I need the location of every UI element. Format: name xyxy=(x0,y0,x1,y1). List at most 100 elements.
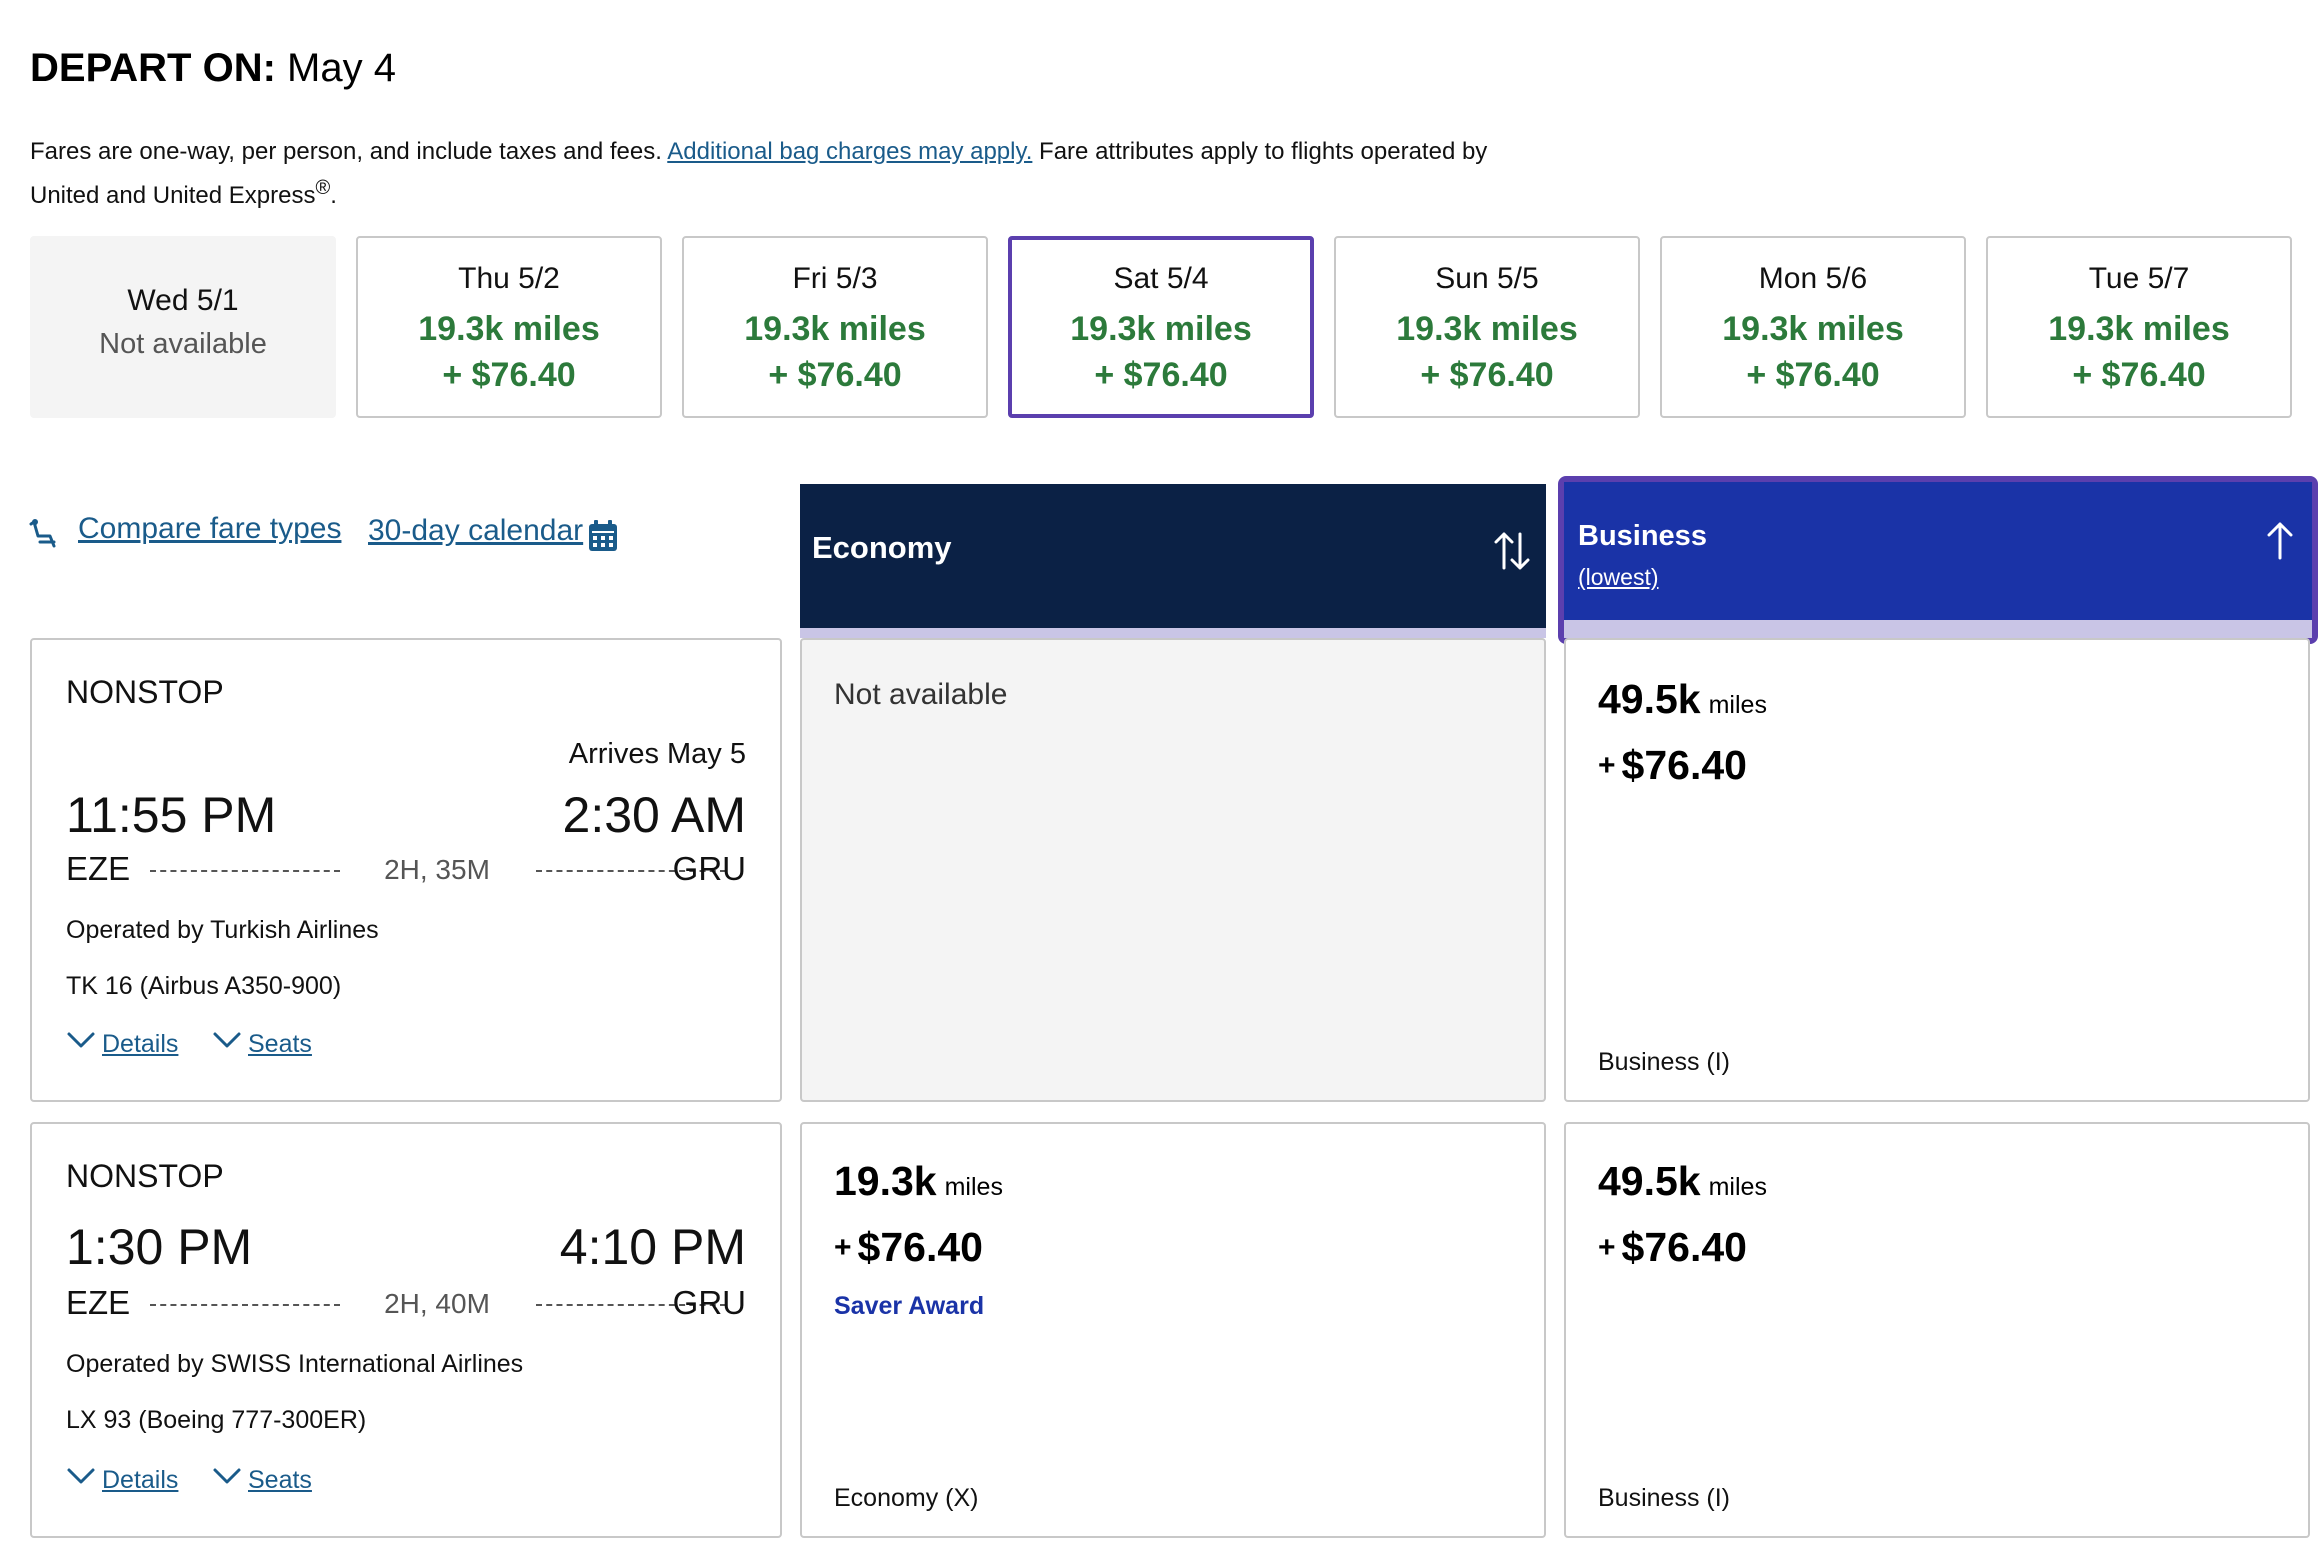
date-card-sun-5-5[interactable]: Sun 5/5 19.3k miles + $76.40 xyxy=(1334,236,1640,418)
registered-mark: ® xyxy=(315,177,331,199)
flight-duration: 2H, 35M xyxy=(384,854,490,885)
details-toggle[interactable]: Details xyxy=(66,1030,178,1059)
fare-class: Business (I) xyxy=(1598,1048,1730,1076)
economy-fare-cell[interactable]: 19.3k miles + $76.40 Saver Award Economy (… xyxy=(800,1122,1546,1538)
seat-icon[interactable] xyxy=(28,518,62,552)
date-card-price: + $76.40 xyxy=(1094,356,1228,394)
chevron-down-icon xyxy=(213,1032,241,1048)
date-card-day: Thu 5/2 xyxy=(458,262,560,295)
economy-header-underline xyxy=(800,628,1546,638)
saver-award-badge: Saver Award xyxy=(834,1292,985,1320)
fare-miles-unit: miles xyxy=(1708,691,1767,719)
economy-column-title: Economy xyxy=(812,530,952,565)
route-line xyxy=(536,870,726,872)
sort-ascending-icon[interactable] xyxy=(2264,520,2296,560)
date-card-miles: 19.3k miles xyxy=(1722,310,1904,348)
date-card-day: Mon 5/6 xyxy=(1758,262,1868,295)
chevron-down-icon xyxy=(67,1032,95,1048)
date-card-tue-5-7[interactable]: Tue 5/7 19.3k miles + $76.40 xyxy=(1986,236,2292,418)
fare-price: + $76.40 xyxy=(1598,742,1747,789)
fare-miles: 19.3k miles xyxy=(834,1158,1003,1205)
business-lowest-link[interactable]: (lowest) xyxy=(1578,564,1659,590)
fare-miles-value: 19.3k xyxy=(834,1158,937,1204)
date-card-day: Sat 5/4 xyxy=(1113,262,1209,295)
date-card-miles: 19.3k miles xyxy=(418,310,600,348)
seats-label: Seats xyxy=(248,1466,312,1494)
flight-equipment: TK 16 (Airbus A350-900) xyxy=(66,972,342,1000)
date-card-day: Wed 5/1 xyxy=(127,284,239,317)
fare-miles-unit: miles xyxy=(1708,1173,1767,1201)
date-card-fri-5-3[interactable]: Fri 5/3 19.3k miles + $76.40 xyxy=(682,236,988,418)
economy-fare-cell: Not available xyxy=(800,638,1546,1102)
date-card-miles: 19.3k miles xyxy=(1070,310,1252,348)
fare-notice-text-2: Fare attributes apply to flights operate… xyxy=(30,138,1488,209)
business-column-title: Business xyxy=(1578,520,1707,552)
route-line xyxy=(150,870,340,872)
page-title: DEPART ON: May 4 xyxy=(30,46,396,91)
date-card-miles: 19.3k miles xyxy=(1396,310,1578,348)
route-line xyxy=(150,1304,340,1306)
details-label: Details xyxy=(102,1466,179,1494)
flight-card: NONSTOP 1:30 PM 4:10 PM EZE 2H, 40M GRU … xyxy=(30,1122,782,1538)
details-toggle[interactable]: Details xyxy=(66,1466,178,1495)
fare-plus: + xyxy=(1598,1231,1616,1264)
fare-miles-value: 49.5k xyxy=(1598,1158,1701,1204)
date-card-price: + $76.40 xyxy=(1746,356,1880,394)
departure-time: 1:30 PM xyxy=(66,1219,253,1275)
fare-plus: + xyxy=(834,1231,852,1264)
date-card-price: + $76.40 xyxy=(442,356,576,394)
business-fare-cell[interactable]: 49.5k miles + $76.40 Business (I) xyxy=(1564,1122,2310,1538)
date-card-miles: 19.3k miles xyxy=(2048,310,2230,348)
date-card-not-available: Not available xyxy=(99,328,267,360)
details-label: Details xyxy=(102,1030,179,1058)
calendar-icon[interactable] xyxy=(588,520,618,552)
fare-miles-value: 49.5k xyxy=(1598,676,1701,722)
origin-airport: EZE xyxy=(66,850,131,887)
seats-label: Seats xyxy=(248,1030,312,1058)
fare-miles: 49.5k miles xyxy=(1598,676,1767,723)
business-fare-cell[interactable]: 49.5k miles + $76.40 Business (I) xyxy=(1564,638,2310,1102)
destination-airport: GRU xyxy=(672,1284,746,1321)
flight-card: NONSTOP Arrives May 5 11:55 PM 2:30 AM E… xyxy=(30,638,782,1102)
chevron-down-icon xyxy=(67,1468,95,1484)
fare-miles: 49.5k miles xyxy=(1598,1158,1767,1205)
date-card-sat-5-4[interactable]: Sat 5/4 19.3k miles + $76.40 xyxy=(1008,236,1314,418)
chevron-down-icon xyxy=(213,1468,241,1484)
fare-notice-text: Fares are one-way, per person, and inclu… xyxy=(30,138,662,165)
arrival-time: 2:30 AM xyxy=(562,787,746,843)
flight-duration: 2H, 40M xyxy=(384,1288,490,1319)
date-card-day: Fri 5/3 xyxy=(792,262,878,295)
operator-text: Operated by SWISS International Airlines xyxy=(66,1350,524,1378)
flight-stops: NONSTOP xyxy=(66,1158,224,1194)
title-label: DEPART ON: xyxy=(30,46,276,90)
fare-price-value: $76.40 xyxy=(1621,1224,1747,1270)
fare-class: Business (I) xyxy=(1598,1484,1730,1512)
arrival-time: 4:10 PM xyxy=(559,1219,746,1275)
date-card-thu-5-2[interactable]: Thu 5/2 19.3k miles + $76.40 xyxy=(356,236,662,418)
sort-icon[interactable] xyxy=(1492,528,1532,574)
fare-price: + $76.40 xyxy=(834,1224,983,1271)
departure-time: 11:55 PM xyxy=(66,787,277,843)
date-card-mon-5-6[interactable]: Mon 5/6 19.3k miles + $76.40 xyxy=(1660,236,1966,418)
bag-charges-link[interactable]: Additional bag charges may apply. xyxy=(667,138,1033,165)
fare-notice: Fares are one-way, per person, and inclu… xyxy=(30,134,1490,214)
fare-price: + $76.40 xyxy=(1598,1224,1747,1271)
fare-miles-unit: miles xyxy=(944,1173,1003,1201)
business-column-header[interactable]: Business (lowest) xyxy=(1558,476,2318,644)
fare-class: Economy (X) xyxy=(834,1484,979,1512)
economy-column-header[interactable]: Economy xyxy=(800,484,1546,638)
fare-price-value: $76.40 xyxy=(857,1224,983,1270)
compare-fare-types-link[interactable]: Compare fare types xyxy=(78,512,342,545)
date-card-day: Tue 5/7 xyxy=(2088,262,2190,295)
thirty-day-calendar-link[interactable]: 30-day calendar xyxy=(368,514,584,547)
seats-toggle[interactable]: Seats xyxy=(212,1466,312,1495)
flight-stops: NONSTOP xyxy=(66,674,224,710)
date-card-price: + $76.40 xyxy=(2072,356,2206,394)
flight-equipment: LX 93 (Boeing 777-300ER) xyxy=(66,1406,367,1434)
operator-text: Operated by Turkish Airlines xyxy=(66,916,379,944)
fare-plus: + xyxy=(1598,749,1616,782)
origin-airport: EZE xyxy=(66,1284,131,1321)
seats-toggle[interactable]: Seats xyxy=(212,1030,312,1059)
fare-notice-end: . xyxy=(330,182,337,209)
destination-airport: GRU xyxy=(672,850,746,887)
